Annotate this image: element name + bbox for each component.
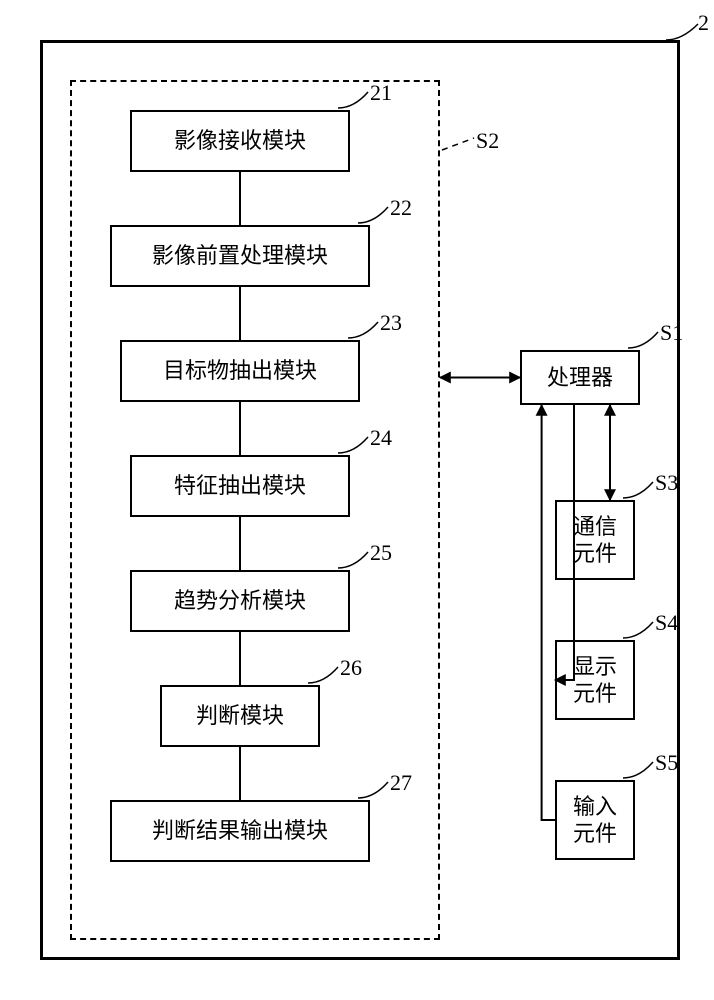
node-S3: 通信 元件 — [555, 500, 635, 580]
ref-label-27: 27 — [390, 770, 412, 796]
ref-label-S5: S5 — [655, 750, 678, 776]
module-27: 判断结果输出模块 — [110, 800, 370, 862]
module-25: 趋势分析模块 — [130, 570, 350, 632]
node-S5: 输入 元件 — [555, 780, 635, 860]
module-label: 特征抽出模块 — [174, 472, 306, 500]
module-23: 目标物抽出模块 — [120, 340, 360, 402]
ref-label-2: 2 — [698, 10, 709, 36]
module-21: 影像接收模块 — [130, 110, 350, 172]
ref-label-24: 24 — [370, 425, 392, 451]
node-label: 处理器 — [547, 364, 613, 392]
ref-label-21: 21 — [370, 80, 392, 106]
module-22: 影像前置处理模块 — [110, 225, 370, 287]
ref-label-26: 26 — [340, 655, 362, 681]
module-label: 影像前置处理模块 — [152, 242, 328, 270]
module-label: 目标物抽出模块 — [163, 357, 317, 385]
module-24: 特征抽出模块 — [130, 455, 350, 517]
node-S4: 显示 元件 — [555, 640, 635, 720]
ref-label-22: 22 — [390, 195, 412, 221]
node-label: 通信 元件 — [573, 513, 617, 568]
node-S1: 处理器 — [520, 350, 640, 405]
module-label: 趋势分析模块 — [174, 587, 306, 615]
diagram-canvas: 影像接收模块影像前置处理模块目标物抽出模块特征抽出模块趋势分析模块判断模块判断结… — [0, 0, 714, 1000]
module-label: 影像接收模块 — [174, 127, 306, 155]
module-label: 判断结果输出模块 — [152, 817, 328, 845]
ref-label-S1: S1 — [660, 320, 683, 346]
ref-label-25: 25 — [370, 540, 392, 566]
module-label: 判断模块 — [196, 702, 284, 730]
ref-label-S4: S4 — [655, 610, 678, 636]
module-26: 判断模块 — [160, 685, 320, 747]
ref-label-S2: S2 — [476, 128, 499, 154]
node-label: 显示 元件 — [573, 653, 617, 708]
node-label: 输入 元件 — [573, 793, 617, 848]
ref-label-S3: S3 — [655, 470, 678, 496]
ref-label-23: 23 — [380, 310, 402, 336]
